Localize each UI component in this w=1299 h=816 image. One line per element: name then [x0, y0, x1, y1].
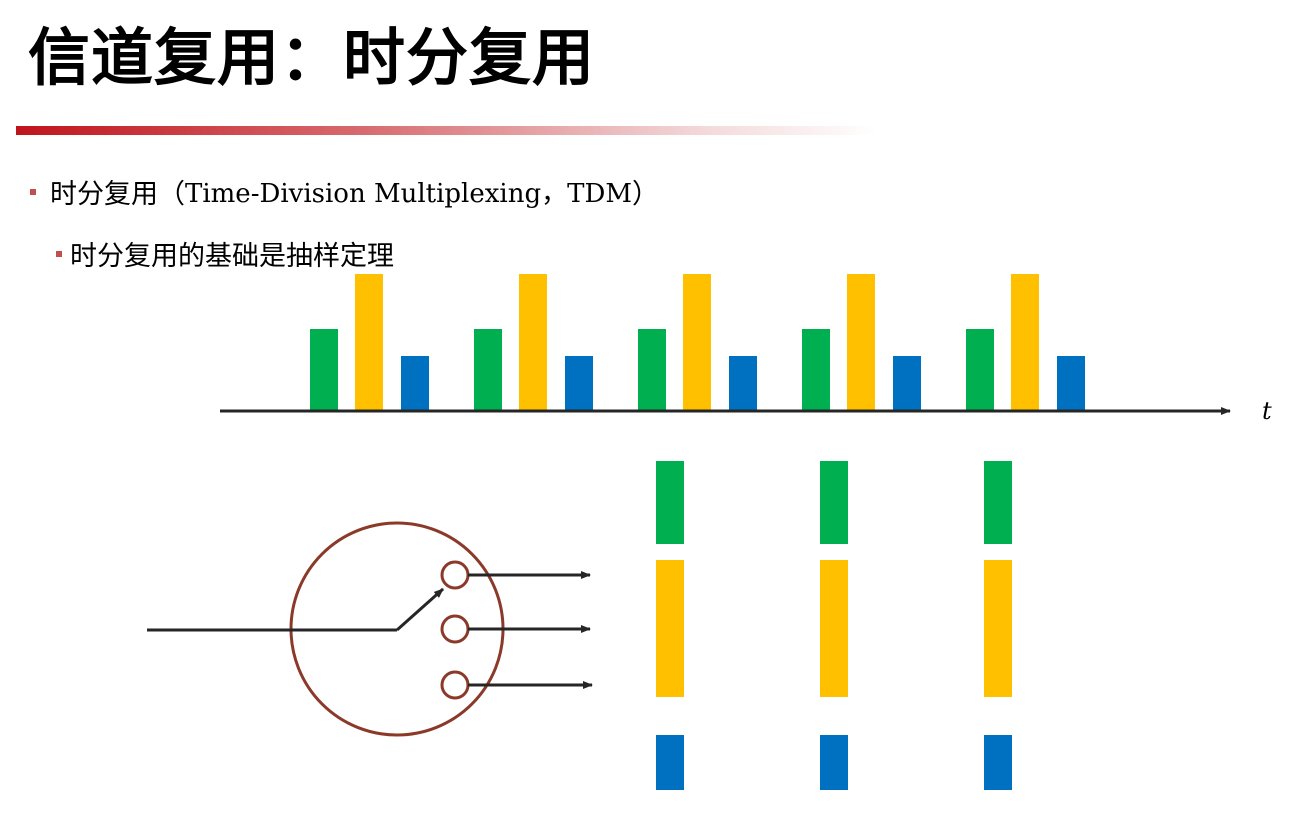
demux-blue-3: [984, 735, 1012, 790]
switch-contact-2: [442, 616, 468, 642]
pulse-yellow-5: [1011, 274, 1039, 411]
demux-green-2: [820, 461, 848, 544]
demux-blue-1: [656, 735, 684, 790]
switch-arm: [397, 589, 443, 630]
pulse-blue-1: [401, 356, 429, 411]
pulse-yellow-4: [847, 274, 875, 411]
demux-yellow-1: [656, 560, 684, 697]
switch-contact-3: [442, 672, 468, 698]
pulse-green-4: [802, 329, 830, 411]
time-axis-label: t: [1262, 397, 1272, 425]
pulse-blue-2: [565, 356, 593, 411]
pulse-green-1: [310, 329, 338, 411]
demux-blue-2: [820, 735, 848, 790]
pulse-yellow-1: [355, 274, 383, 411]
pulse-green-3: [638, 329, 666, 411]
pulse-green-2: [474, 329, 502, 411]
demux-green-1: [656, 461, 684, 544]
demux-yellow-3: [984, 560, 1012, 697]
pulse-yellow-2: [519, 274, 547, 411]
timeline-pulses: [310, 274, 1085, 411]
pulse-yellow-3: [683, 274, 711, 411]
switch-contact-1: [442, 562, 468, 588]
pulse-blue-4: [893, 356, 921, 411]
demux-output-columns: [656, 461, 1012, 790]
pulse-blue-5: [1057, 356, 1085, 411]
rotary-switch: [147, 523, 592, 735]
pulse-green-5: [966, 329, 994, 411]
demux-green-3: [984, 461, 1012, 544]
pulse-blue-3: [729, 356, 757, 411]
demux-yellow-2: [820, 560, 848, 697]
